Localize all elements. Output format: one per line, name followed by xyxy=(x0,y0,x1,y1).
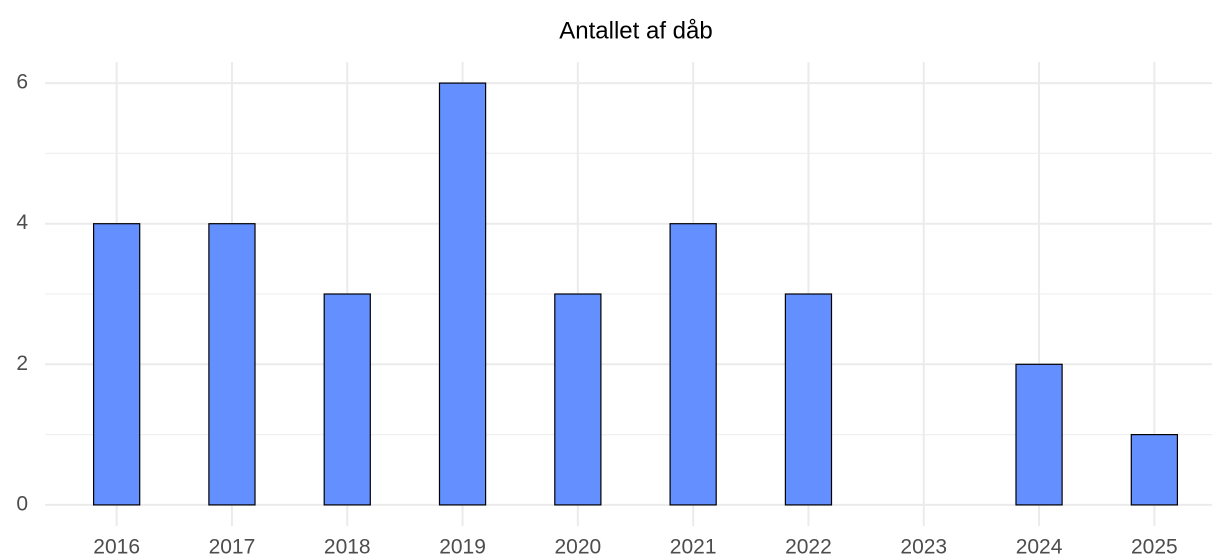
y-tick-label: 2 xyxy=(16,352,28,375)
y-tick-label: 6 xyxy=(16,71,28,94)
x-tick-label: 2025 xyxy=(1131,536,1178,558)
bar xyxy=(323,293,371,506)
bar xyxy=(208,223,256,506)
bar xyxy=(669,223,717,506)
x-tick-label: 2021 xyxy=(670,536,717,558)
y-tick-label: 4 xyxy=(16,211,28,234)
x-tick-label: 2018 xyxy=(324,536,371,558)
bar xyxy=(554,293,602,506)
bar xyxy=(92,223,141,506)
x-tick-label: 2019 xyxy=(439,536,486,558)
chart-title: Antallet af dåb xyxy=(559,17,712,44)
x-tick-label: 2022 xyxy=(785,536,832,558)
bar xyxy=(1015,363,1063,506)
x-tick-label: 2017 xyxy=(209,536,256,558)
x-tick-label: 2024 xyxy=(1016,536,1063,558)
bar xyxy=(1130,434,1179,506)
x-tick-label: 2016 xyxy=(93,536,140,558)
bar xyxy=(438,82,487,506)
x-tick-label: 2023 xyxy=(900,536,947,558)
bar xyxy=(784,293,833,506)
x-tick-label: 2020 xyxy=(554,536,601,558)
y-tick-label: 0 xyxy=(16,492,28,515)
